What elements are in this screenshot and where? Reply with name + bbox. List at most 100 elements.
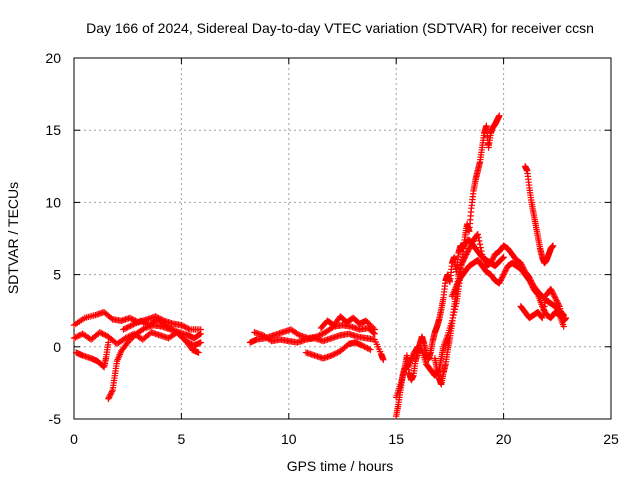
data-point [197,339,204,346]
data-point [418,347,425,354]
data-point [474,230,482,238]
data-point [458,261,465,268]
data-point [129,316,136,323]
data-point [105,339,112,346]
data-point [367,321,374,329]
data-point [140,325,147,333]
data-point [360,342,367,350]
data-point [128,321,136,329]
data-point [332,350,340,357]
data-point [141,319,149,327]
data-point [538,313,545,321]
data-point [163,323,170,330]
data-point [498,255,506,262]
data-point [131,320,139,327]
data-point [122,334,129,342]
data-point [462,252,469,260]
data-point [140,319,147,326]
data-point [328,352,335,359]
data-point [108,389,115,397]
series-arc-b [70,308,204,333]
data-point [72,334,79,341]
data-point [466,245,473,252]
data-point [466,243,474,251]
data-point [459,258,466,265]
data-point [526,277,533,284]
data-point [549,242,557,249]
data-point [549,288,556,296]
series-arc-n [521,163,557,267]
series-arc-c [72,339,112,371]
data-point [127,322,134,330]
data-point [478,247,485,255]
data-point [133,319,140,327]
data-point [501,269,508,277]
data-point [498,275,505,283]
data-point [168,326,176,333]
data-point [542,295,550,302]
data-point [179,322,187,330]
data-point [554,300,562,307]
data-point [555,301,562,309]
data-point [468,241,475,248]
x-axis-label: GPS time / hours [287,458,394,474]
data-point [458,259,466,267]
data-point [496,280,503,287]
data-point [316,332,323,339]
data-point [502,267,509,274]
data-point [497,277,504,284]
data-point [562,314,570,322]
data-point [358,342,366,349]
data-point [500,271,507,278]
plot-frame [73,57,612,420]
data-point [98,329,105,337]
data-point [73,333,81,340]
data-point [70,334,78,342]
data-point [370,324,377,332]
data-point [362,317,370,325]
data-point [124,339,131,346]
data-point [560,323,567,330]
data-point [529,282,536,290]
x-tick-label: 25 [603,431,619,447]
data-point [128,315,135,322]
data-point [102,332,109,339]
series-arc-o [517,285,570,325]
data-point [551,293,558,300]
data-point [454,280,461,287]
data-point [552,295,560,303]
y-axis-label: SDTVAR / TECUs [5,182,21,294]
data-point [499,254,507,262]
data-point [475,234,482,241]
data-point [527,280,535,287]
data-point [455,278,462,286]
data-point [490,254,497,261]
data-point [554,298,561,306]
data-point [294,331,302,338]
data-point [488,256,496,264]
data-point [364,345,371,352]
data-point [164,324,171,331]
data-point [461,255,468,262]
y-tick-label: 10 [45,194,61,210]
data-point [489,255,497,262]
data-point [496,112,503,119]
data-point [539,310,547,318]
data-point [417,346,424,353]
data-point [367,346,374,353]
data-point [123,324,130,332]
data-point [460,256,467,264]
data-point [464,248,471,255]
data-point [364,319,371,326]
data-point [178,321,185,329]
data-point [317,331,325,338]
data-point [517,259,524,267]
data-point [453,282,460,290]
data-point [368,323,376,330]
x-tick-label: 20 [496,431,512,447]
y-tick-labels: -5 0 5 10 15 20 [45,50,61,427]
data-point [463,251,470,258]
data-point [365,320,373,327]
data-point [487,259,494,267]
